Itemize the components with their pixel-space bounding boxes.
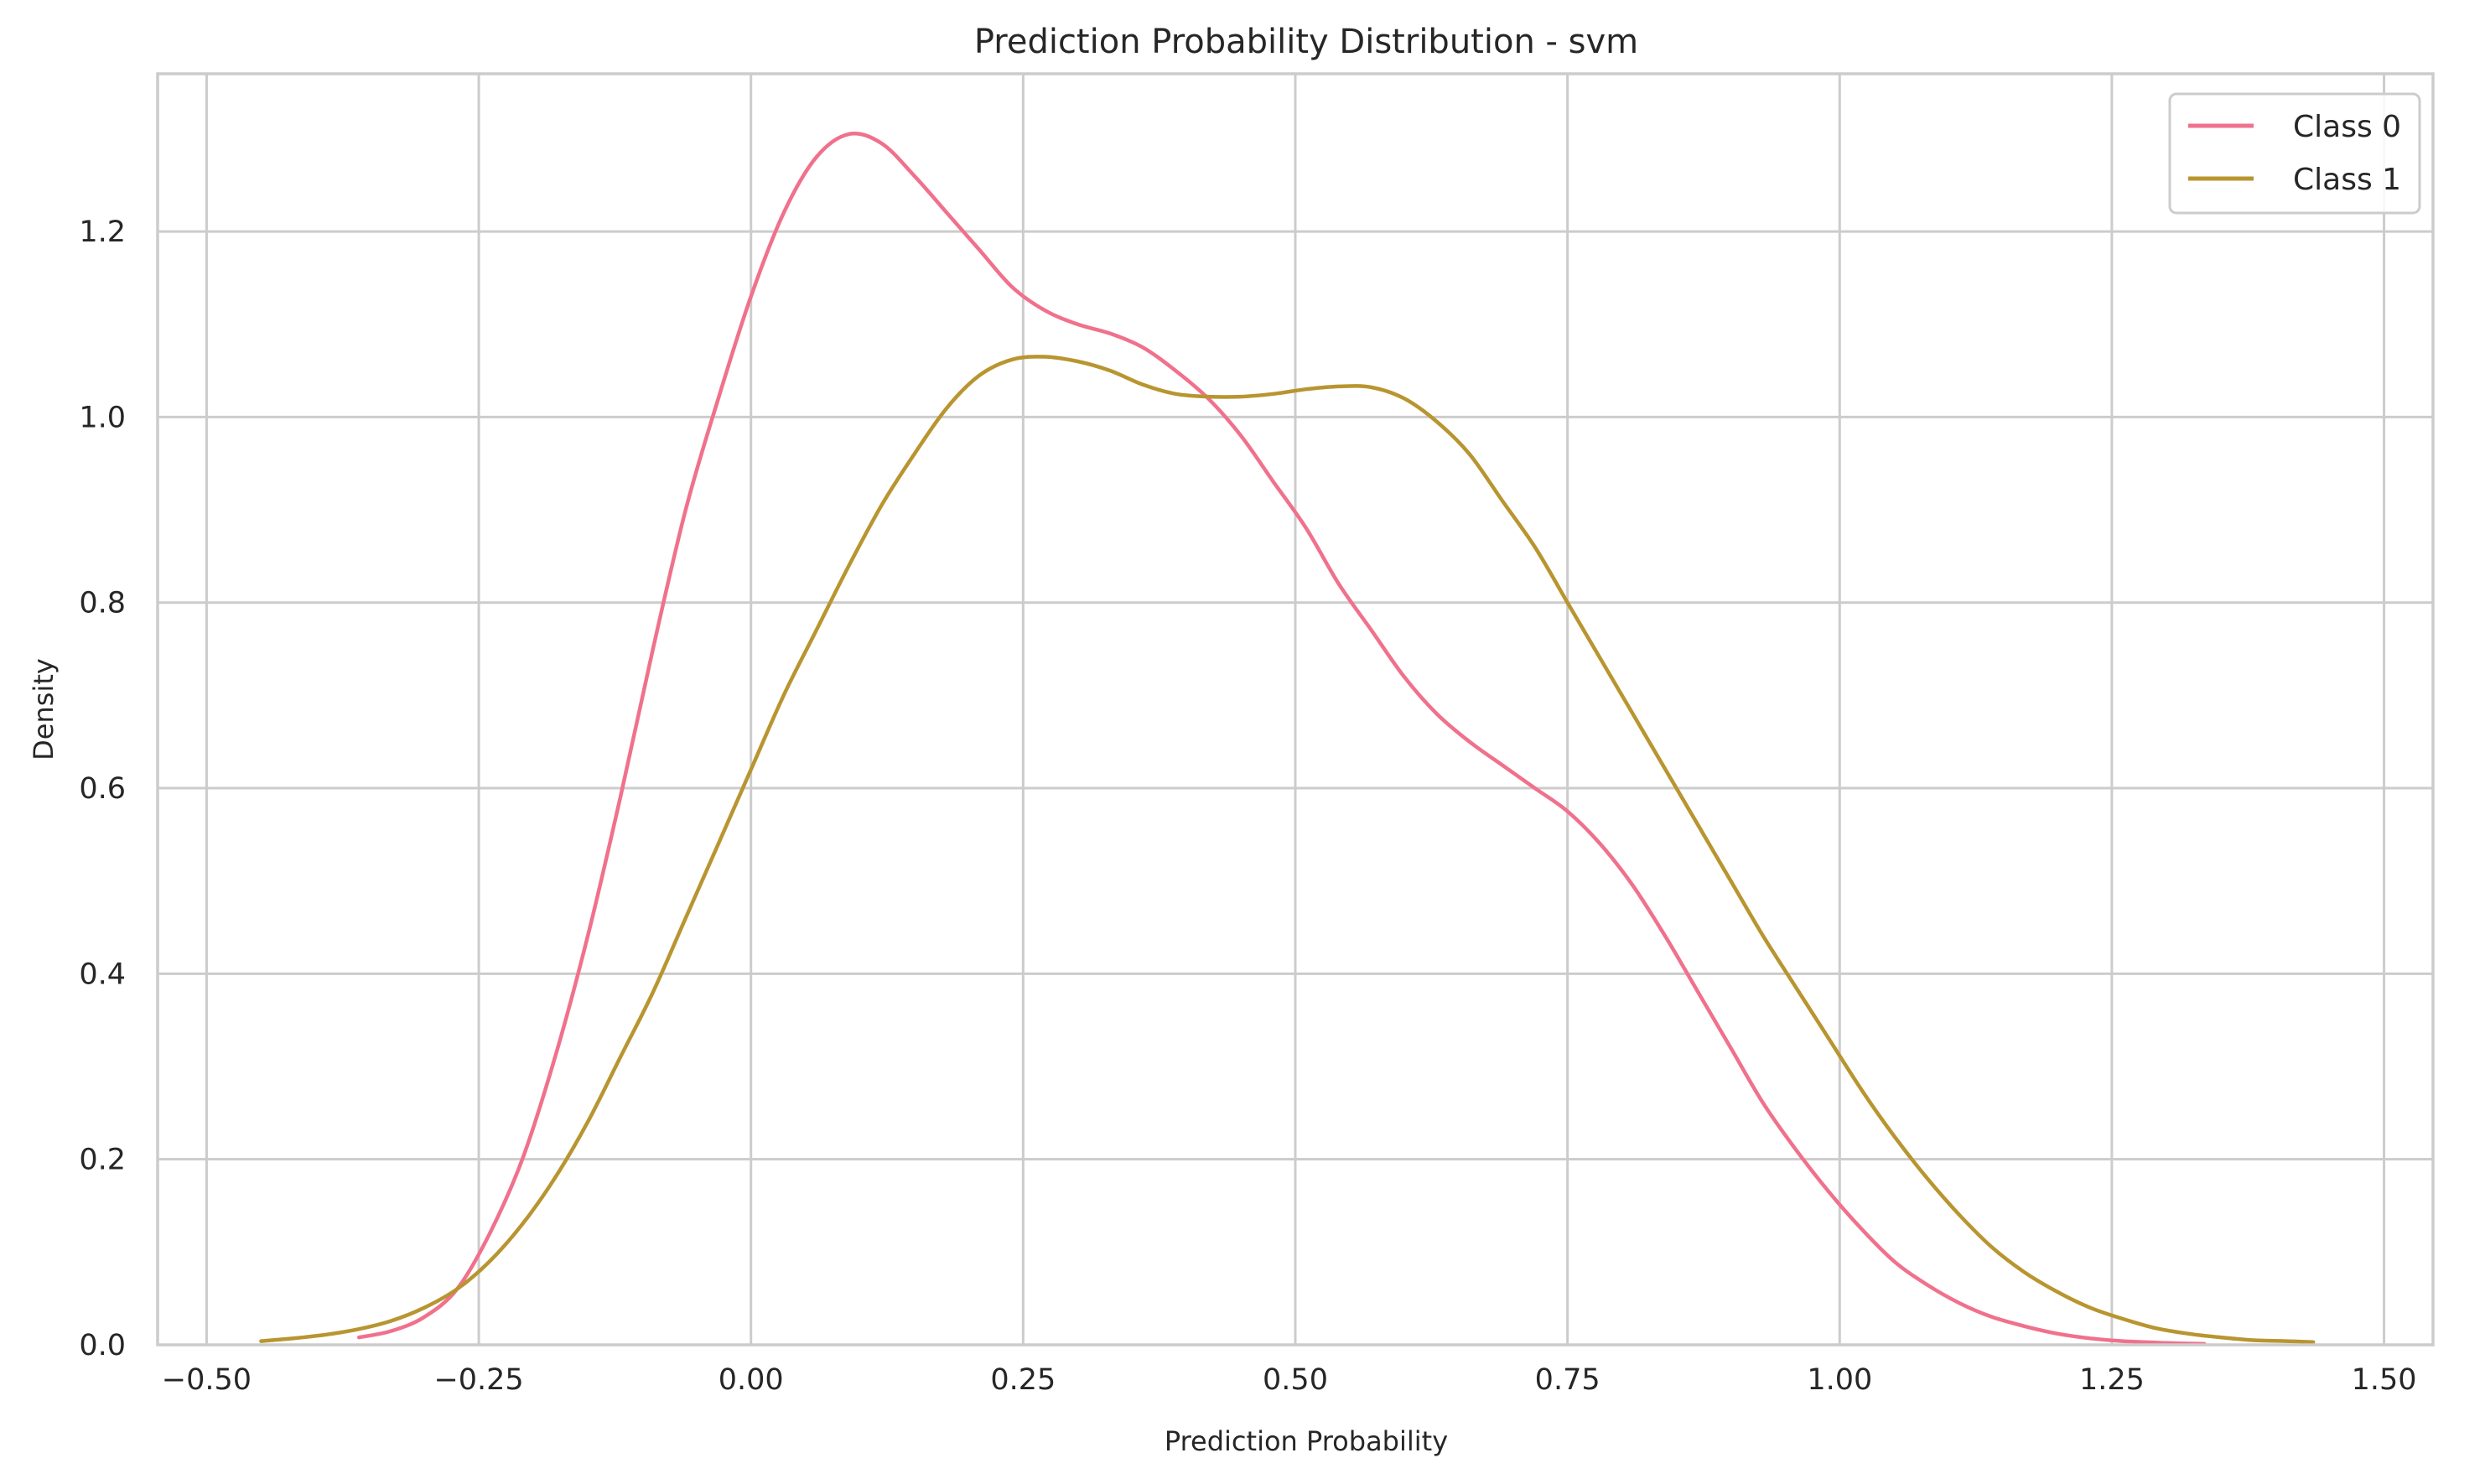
chart-title: Prediction Probability Distribution - sv… xyxy=(974,23,1638,61)
x-tick-label: 0.00 xyxy=(719,1363,784,1397)
x-axis-label: Prediction Probability xyxy=(1165,1425,1448,1457)
x-tick-label: 0.25 xyxy=(990,1363,1056,1397)
x-tick-label: 1.25 xyxy=(2079,1363,2145,1397)
legend-label-class-0: Class 0 xyxy=(2293,110,2401,144)
legend-label-class-1: Class 1 xyxy=(2293,163,2401,197)
y-tick-label: 0.8 xyxy=(79,587,126,620)
y-tick-labels: 0.0 0.2 0.4 0.6 0.8 1.0 1.2 xyxy=(79,215,126,1362)
series-line-class-0 xyxy=(356,132,2207,1346)
series-lines xyxy=(259,132,2316,1346)
x-tick-label: 1.00 xyxy=(1807,1363,1872,1397)
series-line-class-1 xyxy=(259,355,2316,1344)
y-axis-label: Density xyxy=(28,658,60,760)
plot-frame xyxy=(156,72,2435,1346)
y-tick-label: 0.0 xyxy=(79,1329,126,1362)
y-tick-label: 0.2 xyxy=(79,1144,126,1177)
y-tick-label: 0.4 xyxy=(79,957,126,991)
y-tick-label: 1.0 xyxy=(79,401,126,434)
y-tick-label: 1.2 xyxy=(79,215,126,249)
x-tick-label: 0.75 xyxy=(1535,1363,1600,1397)
y-tick-label: 0.6 xyxy=(79,772,126,806)
x-tick-label: −0.25 xyxy=(433,1363,523,1397)
legend: Class 0 Class 1 xyxy=(2168,92,2421,215)
x-tick-label: 0.50 xyxy=(1263,1363,1328,1397)
x-tick-labels: −0.50 −0.25 0.00 0.25 0.50 0.75 1.00 1.25 1.50 xyxy=(162,1363,2417,1397)
x-tick-label: 1.50 xyxy=(2352,1363,2417,1397)
x-tick-label: −0.50 xyxy=(162,1363,252,1397)
